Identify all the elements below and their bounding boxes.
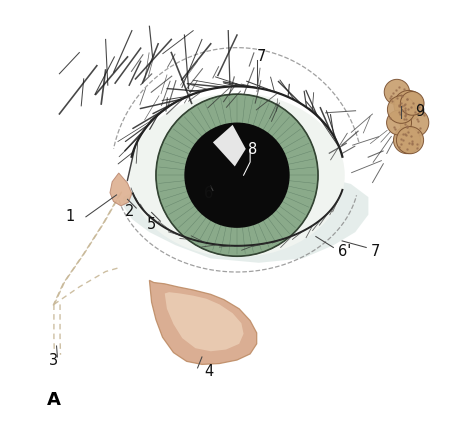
- Circle shape: [387, 95, 415, 124]
- Circle shape: [156, 94, 318, 256]
- Circle shape: [184, 123, 290, 228]
- Text: 5: 5: [147, 217, 156, 232]
- Ellipse shape: [129, 93, 345, 257]
- Circle shape: [396, 127, 424, 154]
- Text: A: A: [46, 391, 60, 409]
- Circle shape: [394, 90, 423, 120]
- Text: 2: 2: [125, 204, 134, 219]
- Text: 6: 6: [204, 186, 213, 201]
- Text: 3: 3: [49, 353, 58, 367]
- Circle shape: [393, 127, 420, 154]
- Text: 8: 8: [248, 142, 257, 157]
- Text: 4: 4: [204, 364, 213, 379]
- Circle shape: [387, 110, 411, 135]
- Text: 9: 9: [415, 104, 425, 119]
- Circle shape: [400, 108, 429, 137]
- Text: 7: 7: [256, 49, 266, 64]
- Polygon shape: [165, 292, 244, 351]
- Polygon shape: [110, 173, 132, 206]
- Text: 6': 6': [337, 244, 351, 259]
- Text: 7: 7: [370, 244, 380, 259]
- Circle shape: [401, 92, 424, 115]
- Text: 1: 1: [66, 209, 75, 224]
- Circle shape: [384, 79, 410, 105]
- Polygon shape: [123, 171, 368, 263]
- Polygon shape: [213, 125, 246, 166]
- Polygon shape: [149, 280, 257, 364]
